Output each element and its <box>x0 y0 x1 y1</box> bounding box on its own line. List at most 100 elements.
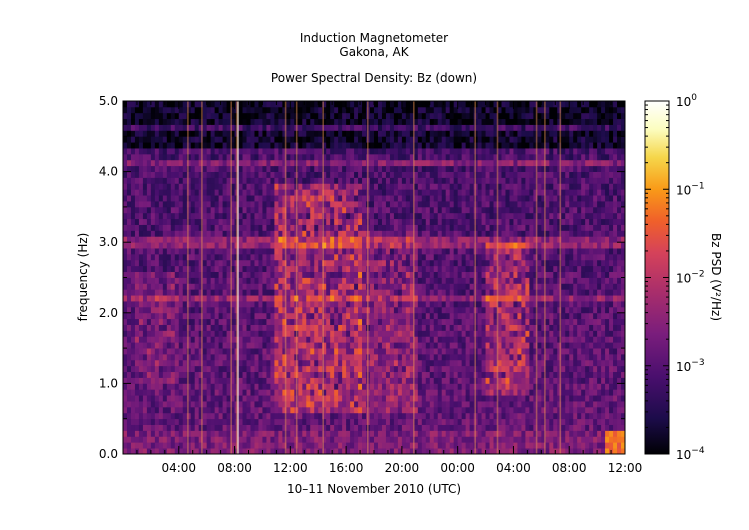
heatmap-cell <box>453 442 459 449</box>
heatmap-cell <box>433 142 439 149</box>
heatmap-cell <box>134 271 140 278</box>
heatmap-cell <box>350 101 355 108</box>
heatmap-cell <box>162 442 168 449</box>
heatmap-cell <box>306 136 311 143</box>
heatmap-cell <box>170 342 176 349</box>
heatmap-cell <box>409 306 415 314</box>
heatmap-cell <box>342 418 347 425</box>
heatmap-cell <box>150 236 156 243</box>
heatmap-cell <box>393 201 399 208</box>
heatmap-cell <box>318 236 323 243</box>
heatmap-cell <box>389 177 395 184</box>
heatmap-cell <box>166 177 172 184</box>
heatmap-cell <box>150 401 156 408</box>
heatmap-cell <box>338 259 343 267</box>
heatmap-cell <box>182 112 188 120</box>
heatmap-cell <box>202 353 208 361</box>
heatmap-cell <box>134 412 140 420</box>
heatmap-cell <box>322 177 327 184</box>
heatmap-cell <box>385 436 391 443</box>
heatmap-cell <box>210 342 216 349</box>
heatmap-cell <box>330 336 335 343</box>
heatmap-cell <box>433 265 439 273</box>
heatmap-cell <box>246 248 251 255</box>
heatmap-cell <box>182 165 188 172</box>
heatmap-cell <box>413 295 419 302</box>
heatmap-cell <box>134 377 140 384</box>
heatmap-cell <box>258 236 263 243</box>
heatmap-cell <box>302 171 307 178</box>
heatmap-cell <box>441 112 447 120</box>
heatmap-cell <box>126 342 132 349</box>
heatmap-cell <box>154 183 160 190</box>
heatmap-cell <box>318 318 323 325</box>
heatmap-cell <box>194 383 200 390</box>
heatmap-cell <box>210 159 216 167</box>
heatmap-cell <box>377 295 383 302</box>
heatmap-cell <box>381 183 387 190</box>
heatmap-cell <box>350 265 355 273</box>
heatmap-cell <box>433 353 439 361</box>
heatmap-cell <box>346 406 351 414</box>
heatmap-cell <box>186 442 192 449</box>
heatmap-cell <box>445 171 451 178</box>
heatmap-cell <box>154 336 160 343</box>
heatmap-cell <box>202 130 208 137</box>
heatmap-cell <box>214 324 220 331</box>
heatmap-cell <box>142 195 148 202</box>
heatmap-cell <box>370 142 375 149</box>
heatmap-cell <box>425 448 431 454</box>
heatmap-cell <box>362 424 367 431</box>
heatmap-cell <box>374 418 379 425</box>
heatmap-cell <box>429 101 435 108</box>
heatmap-cell <box>421 348 427 355</box>
heatmap-cell <box>302 118 307 125</box>
heatmap-cell <box>142 212 148 220</box>
heatmap-cell <box>178 448 184 454</box>
heatmap-cell <box>134 183 140 190</box>
heatmap-cell <box>262 106 267 114</box>
heatmap-cell <box>362 359 367 367</box>
heatmap-cell <box>350 106 355 114</box>
heatmap-cell <box>150 201 156 208</box>
heatmap-cell <box>282 224 287 231</box>
heatmap-cell <box>198 389 204 396</box>
heatmap-cell <box>294 106 299 114</box>
heatmap-cell <box>417 201 423 208</box>
heatmap-cell <box>413 383 419 390</box>
heatmap-cell <box>282 295 287 302</box>
heatmap-cell <box>174 124 180 131</box>
heatmap-cell <box>441 359 447 367</box>
heatmap-cell <box>334 295 339 302</box>
heatmap-cell <box>437 242 443 249</box>
heatmap-cell <box>421 118 427 125</box>
heatmap-cell <box>326 430 331 437</box>
heatmap-cell <box>342 342 347 349</box>
heatmap-cell <box>302 201 307 208</box>
heatmap-cell <box>158 165 164 172</box>
heatmap-cell <box>182 201 188 208</box>
heatmap-cell <box>413 142 419 149</box>
heatmap-cell <box>170 271 176 278</box>
heatmap-cell <box>166 406 172 414</box>
heatmap-cell <box>318 277 323 284</box>
heatmap-cell <box>314 242 319 249</box>
heatmap-cell <box>138 206 144 214</box>
heatmap-cell <box>234 177 239 184</box>
heatmap-cell <box>262 401 267 408</box>
heatmap-cell <box>126 418 132 425</box>
heatmap-cell <box>437 371 443 378</box>
heatmap-cell <box>190 330 196 337</box>
heatmap-cell <box>166 106 172 114</box>
heatmap-cell <box>290 189 295 196</box>
heatmap-cell <box>146 389 152 396</box>
heatmap-cell <box>278 448 283 454</box>
heatmap-cell <box>202 336 208 343</box>
heatmap-cell <box>437 248 443 255</box>
heatmap-cell <box>202 383 208 390</box>
heatmap-cell <box>266 271 271 278</box>
heatmap-cell <box>182 365 188 373</box>
heatmap-cell <box>425 306 431 314</box>
heatmap-cell <box>178 401 184 408</box>
heatmap-cell <box>286 177 291 184</box>
